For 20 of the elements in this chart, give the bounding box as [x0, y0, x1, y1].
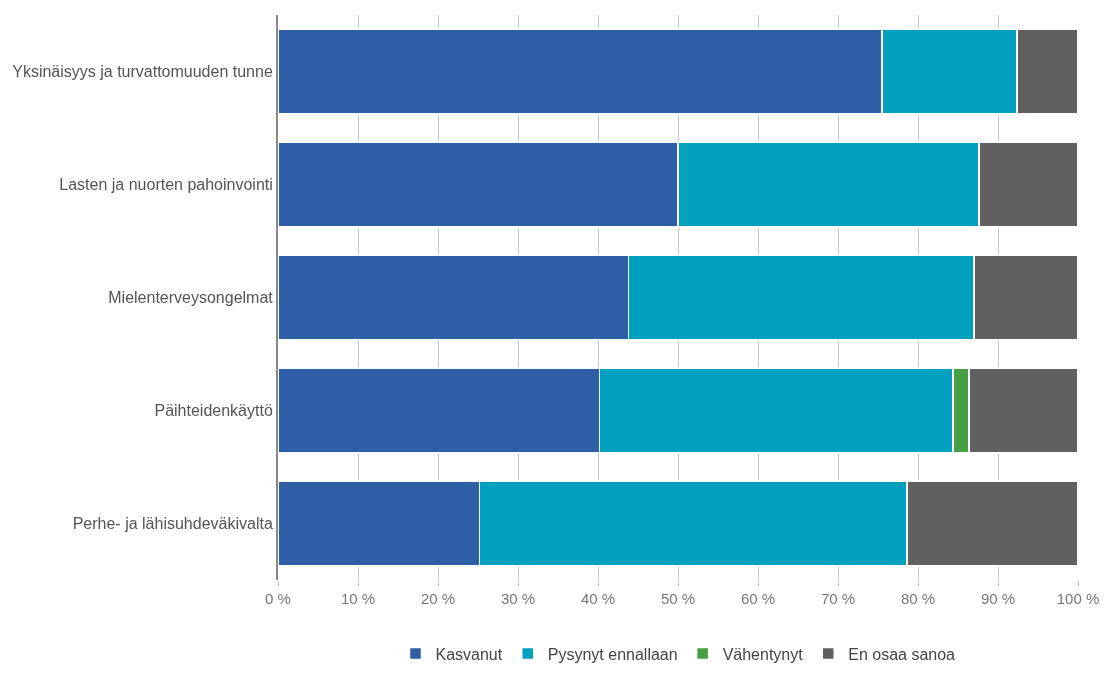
x-tick-label: 70 % [820, 590, 856, 607]
x-tick-label: 30 % [500, 590, 536, 607]
x-tick-label: 20 % [420, 590, 456, 607]
legend-label: Pysynyt ennallaan [547, 645, 678, 663]
legend-label: Vähentynyt [722, 645, 804, 663]
x-tick-label: 0 % [265, 590, 291, 607]
y-tick-label: Perhe- ja lähisuhdeväkivalta [72, 515, 273, 533]
x-tick-label: 80 % [900, 590, 936, 607]
x-tick-label: 60 % [740, 590, 776, 607]
x-tick-label: 50 % [660, 590, 696, 607]
legend-label: Kasvanut [435, 645, 503, 663]
legend-label: En osaa sanoa [848, 645, 956, 663]
y-tick-label: Mielenterveysongelmat [108, 289, 274, 307]
x-tick-label: 100 % [1056, 590, 1100, 607]
x-tick-label: 40 % [580, 590, 616, 607]
y-tick-label: Päihteidenkäyttö [154, 402, 273, 420]
y-tick-label: Lasten ja nuorten pahoinvointi [59, 176, 273, 194]
x-tick-label: 90 % [980, 590, 1016, 607]
x-tick-label: 10 % [340, 590, 376, 607]
y-tick-label: Yksinäisyys ja turvattomuuden tunne [12, 63, 273, 81]
